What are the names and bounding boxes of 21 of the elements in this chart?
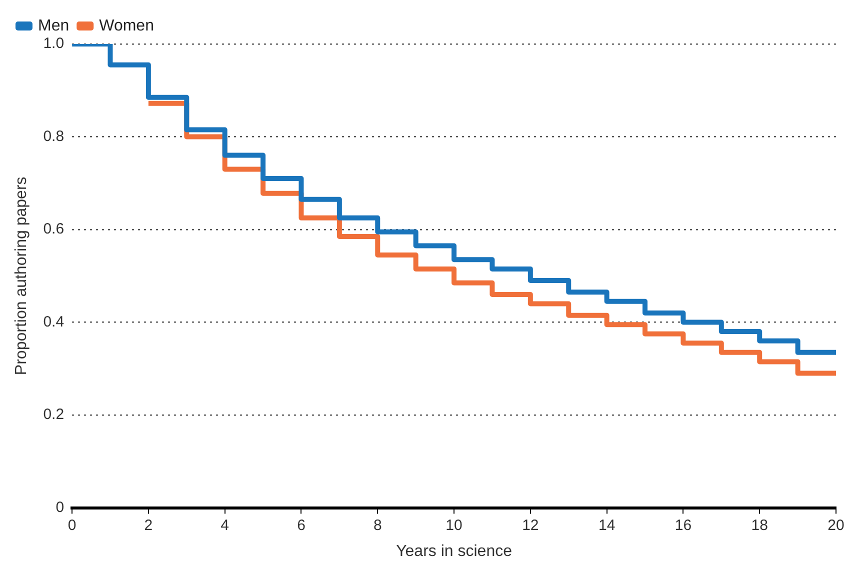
x-tick-label: 6 [297, 516, 306, 534]
x-tick-label: 14 [598, 516, 616, 534]
y-tick-label: 0.2 [43, 406, 64, 424]
x-tick-label: 12 [522, 516, 539, 534]
x-tick-label: 0 [68, 516, 76, 534]
y-tick-label: 0.4 [43, 313, 64, 330]
legend-label: Women [99, 17, 154, 34]
x-tick-label: 18 [751, 516, 768, 534]
x-tick-label: 8 [373, 516, 382, 534]
legend-label: Men [38, 17, 70, 34]
x-tick-label: 2 [144, 516, 153, 534]
x-axis-title: Years in science [396, 542, 512, 560]
x-tick-label: 10 [446, 516, 462, 534]
y-tick-label: 0.6 [43, 220, 64, 238]
x-tick-label: 4 [220, 516, 230, 534]
y-tick-label: 1.0 [43, 35, 64, 52]
x-tick-label: 16 [674, 516, 692, 534]
y-axis-title: Proportion authoring papers [13, 176, 30, 376]
y-tick-label: 0 [56, 498, 64, 516]
x-tick-label: 20 [828, 516, 844, 534]
y-tick-label: 0.8 [43, 128, 64, 145]
